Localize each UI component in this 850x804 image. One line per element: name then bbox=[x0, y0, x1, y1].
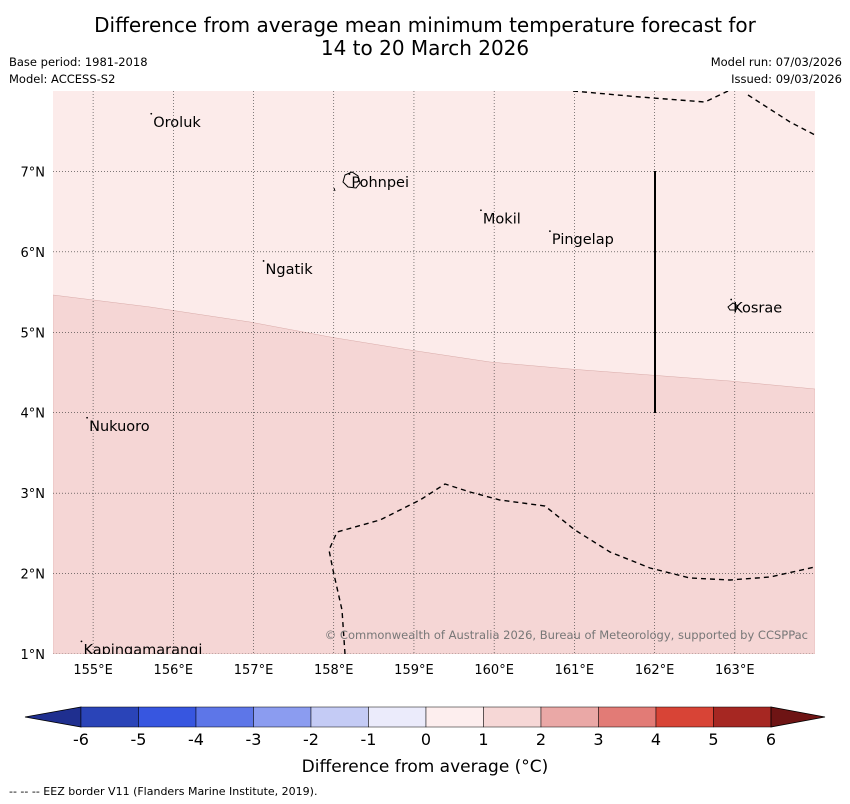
place-label: Nukuoro bbox=[89, 419, 150, 435]
colorbar-extend-max bbox=[770, 706, 826, 728]
base-period: Base period: 1981-2018 bbox=[9, 55, 148, 69]
islet-mark bbox=[333, 187, 336, 192]
x-tick-label: 159°E bbox=[394, 663, 434, 678]
colorbar-tick-label: 3 bbox=[593, 730, 603, 749]
colorbar-segment bbox=[253, 706, 312, 728]
colorbar-extend-min bbox=[24, 706, 82, 728]
colorbar-tick-label: 2 bbox=[536, 730, 546, 749]
place-label: Mokil bbox=[483, 211, 521, 227]
graticule bbox=[53, 91, 815, 654]
y-tick-label: 2°N bbox=[21, 568, 46, 583]
place-label: Kosrae bbox=[733, 301, 782, 317]
title-line-2: 14 to 20 March 2026 bbox=[320, 36, 530, 60]
meta-right: Model run: 07/03/2026 Issued: 09/03/2026 bbox=[711, 54, 842, 88]
colorbar: -6 -5 -4 -3 -2 -1 0 1 2 3 4 5 6 bbox=[24, 706, 826, 749]
place-marker bbox=[730, 298, 733, 301]
x-tick-label: 161°E bbox=[555, 663, 595, 678]
y-tick-label: 5°N bbox=[21, 326, 46, 341]
meta-left: Base period: 1981-2018 Model: ACCESS-S2 bbox=[9, 54, 148, 88]
colorbar-tick-label: 0 bbox=[421, 730, 431, 749]
axes: 155°E 156°E 157°E 158°E 159°E 160°E 161°E 162°E… bbox=[21, 165, 755, 678]
colorbar-segment bbox=[195, 706, 254, 728]
place-label: Oroluk bbox=[153, 115, 201, 131]
title-line-1: Difference from average mean minimum tem… bbox=[94, 13, 756, 37]
issued-date: Issued: 09/03/2026 bbox=[731, 72, 842, 86]
colorbar-segment bbox=[368, 706, 427, 728]
place-marker bbox=[80, 640, 83, 643]
place-label: Kapingamarangi bbox=[83, 642, 202, 658]
x-tick-label: 162°E bbox=[635, 663, 675, 678]
colorbar-segment bbox=[598, 706, 657, 728]
colorbar-tick-label: -1 bbox=[361, 730, 377, 749]
place-marker bbox=[549, 230, 551, 233]
colorbar-tick-label: -6 bbox=[73, 730, 89, 749]
chart-title: Difference from average mean minimum tem… bbox=[0, 14, 850, 60]
place-marker bbox=[86, 416, 88, 419]
colorbar-segment bbox=[425, 706, 484, 728]
place-labels: Oroluk Pohnpei Mokil Pingelap Ngatik Kosrae Nu… bbox=[80, 112, 782, 658]
colorbar-tick-label: 4 bbox=[651, 730, 661, 749]
colorbar-segment bbox=[540, 706, 599, 728]
x-tick-label: 157°E bbox=[234, 663, 274, 678]
place-marker bbox=[262, 260, 265, 262]
y-tick-label: 7°N bbox=[21, 165, 46, 180]
y-tick-label: 4°N bbox=[21, 407, 46, 422]
colorbar-segment bbox=[80, 706, 139, 728]
colorbar-segment bbox=[138, 706, 197, 728]
colorbar-segment bbox=[655, 706, 714, 728]
y-tick-label: 3°N bbox=[21, 487, 46, 502]
colorbar-tick-label: -4 bbox=[188, 730, 204, 749]
colorbar-tick-label: 5 bbox=[708, 730, 718, 749]
place-marker bbox=[480, 209, 482, 212]
eez-border-north bbox=[572, 91, 815, 136]
colorbar-segment bbox=[713, 706, 772, 728]
place-marker bbox=[348, 173, 351, 175]
model-run: Model run: 07/03/2026 bbox=[710, 55, 842, 69]
colorbar-tick-label: 1 bbox=[478, 730, 488, 749]
colorbar-tick-label: -2 bbox=[303, 730, 319, 749]
colorbar-tick-label: -5 bbox=[131, 730, 147, 749]
x-tick-label: 155°E bbox=[73, 663, 113, 678]
x-tick-label: 158°E bbox=[314, 663, 354, 678]
colorbar-segment bbox=[483, 706, 542, 728]
colorbar-tick-label: -3 bbox=[246, 730, 262, 749]
place-marker bbox=[150, 112, 153, 115]
anomaly-region-1-2 bbox=[53, 294, 815, 654]
x-tick-label: 163°E bbox=[715, 663, 755, 678]
island-kosrae-outline bbox=[727, 302, 739, 311]
place-label: Pingelap bbox=[552, 232, 614, 248]
y-tick-label: 1°N bbox=[21, 648, 46, 663]
y-tick-label: 6°N bbox=[21, 246, 46, 261]
place-label: Ngatik bbox=[266, 262, 314, 278]
x-tick-label: 156°E bbox=[154, 663, 194, 678]
copyright-notice: © Commonwealth of Australia 2026, Bureau… bbox=[325, 628, 808, 642]
colorbar-tick-label: 6 bbox=[766, 730, 776, 749]
island-pohnpei-outline bbox=[342, 171, 361, 189]
footer-note: -- -- -- EEZ border V11 (Flanders Marine… bbox=[9, 785, 318, 798]
x-tick-label: 160°E bbox=[474, 663, 514, 678]
eez-border-south bbox=[328, 483, 815, 654]
colorbar-segment bbox=[310, 706, 369, 728]
place-label: Pohnpei bbox=[351, 175, 409, 191]
model-name: Model: ACCESS-S2 bbox=[9, 72, 116, 86]
colorbar-label: Difference from average (°C) bbox=[301, 757, 549, 777]
